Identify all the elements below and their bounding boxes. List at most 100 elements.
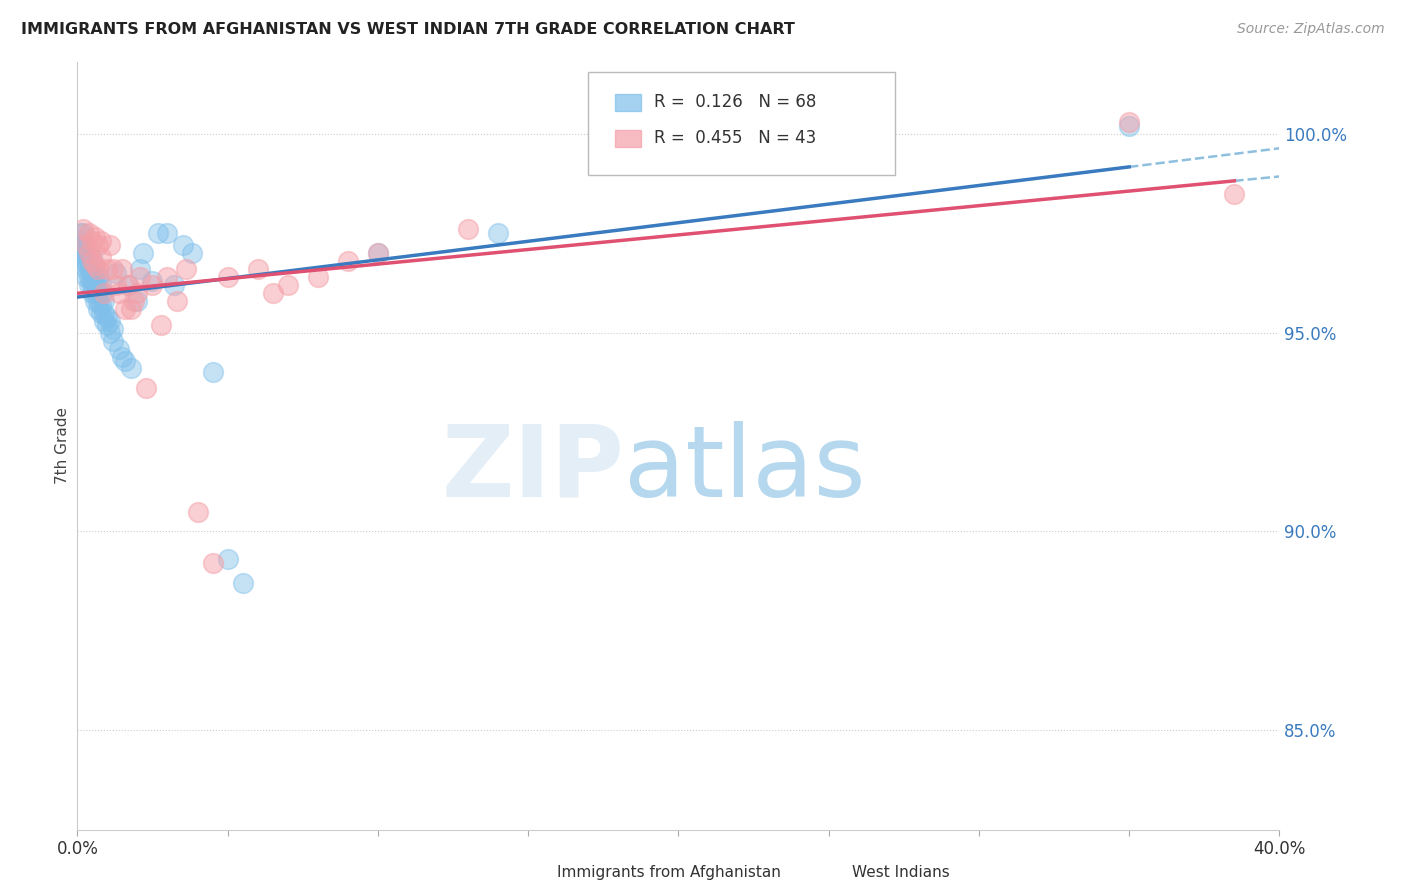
- Point: [72, 246, 94, 260]
- Point: [82, 250, 104, 264]
- Point: [652, 135, 675, 149]
- Point: [135, 381, 157, 395]
- Point: [114, 301, 136, 316]
- Point: [174, 262, 197, 277]
- Point: [141, 274, 163, 288]
- Text: R =  0.455   N = 43: R = 0.455 N = 43: [654, 129, 817, 147]
- Point: [120, 361, 142, 376]
- Point: [79, 246, 101, 260]
- Point: [117, 278, 139, 293]
- Text: Source: ZipAtlas.com: Source: ZipAtlas.com: [1237, 22, 1385, 37]
- Point: [72, 254, 94, 268]
- Point: [129, 270, 152, 285]
- Point: [156, 270, 179, 285]
- Point: [262, 285, 284, 300]
- Point: [100, 238, 122, 252]
- Point: [105, 266, 128, 280]
- Point: [141, 278, 163, 293]
- Point: [457, 222, 479, 236]
- Point: [103, 334, 125, 348]
- Point: [87, 270, 110, 285]
- Point: [201, 366, 224, 380]
- Point: [82, 235, 104, 249]
- Point: [217, 552, 239, 566]
- Text: Immigrants from Afghanistan: Immigrants from Afghanistan: [557, 865, 780, 880]
- Point: [172, 238, 194, 252]
- FancyBboxPatch shape: [815, 863, 846, 883]
- Point: [180, 246, 202, 260]
- Point: [82, 266, 104, 280]
- Point: [84, 293, 107, 308]
- Text: R =  0.126   N = 68: R = 0.126 N = 68: [654, 94, 817, 112]
- Point: [120, 301, 142, 316]
- Point: [166, 293, 188, 308]
- Point: [69, 227, 91, 241]
- Point: [69, 246, 91, 260]
- Point: [79, 227, 101, 241]
- Point: [90, 278, 112, 293]
- Point: [127, 285, 149, 300]
- Point: [75, 270, 97, 285]
- Point: [1118, 119, 1140, 133]
- Point: [87, 238, 110, 252]
- Point: [1118, 115, 1140, 129]
- Point: [84, 262, 107, 277]
- Point: [100, 314, 122, 328]
- Point: [90, 306, 112, 320]
- Point: [129, 262, 152, 277]
- Point: [75, 254, 97, 268]
- Point: [75, 238, 97, 252]
- Point: [186, 505, 209, 519]
- Point: [79, 278, 101, 293]
- Point: [82, 258, 104, 272]
- Point: [246, 262, 269, 277]
- Point: [93, 314, 115, 328]
- Point: [156, 227, 179, 241]
- Point: [82, 278, 104, 293]
- Point: [82, 285, 104, 300]
- Text: IMMIGRANTS FROM AFGHANISTAN VS WEST INDIAN 7TH GRADE CORRELATION CHART: IMMIGRANTS FROM AFGHANISTAN VS WEST INDI…: [21, 22, 794, 37]
- FancyBboxPatch shape: [588, 71, 894, 175]
- Point: [90, 298, 112, 312]
- Point: [148, 227, 170, 241]
- Point: [307, 270, 329, 285]
- Point: [127, 293, 149, 308]
- FancyBboxPatch shape: [614, 130, 641, 147]
- Point: [103, 322, 125, 336]
- Point: [87, 301, 110, 316]
- Point: [90, 235, 112, 249]
- Point: [93, 306, 115, 320]
- Point: [367, 246, 389, 260]
- Point: [150, 318, 173, 332]
- Point: [90, 250, 112, 264]
- Point: [93, 285, 115, 300]
- Point: [93, 293, 115, 308]
- Point: [108, 342, 131, 356]
- Point: [201, 556, 224, 570]
- Point: [90, 285, 112, 300]
- Point: [69, 235, 91, 249]
- Point: [96, 310, 118, 324]
- Point: [162, 278, 184, 293]
- Point: [84, 258, 107, 272]
- Point: [79, 254, 101, 268]
- Point: [217, 270, 239, 285]
- Point: [72, 227, 94, 241]
- FancyBboxPatch shape: [520, 863, 551, 883]
- Point: [84, 285, 107, 300]
- Point: [232, 576, 254, 591]
- Point: [75, 262, 97, 277]
- Text: West Indians: West Indians: [852, 865, 950, 880]
- Point: [111, 350, 134, 364]
- Point: [96, 262, 118, 277]
- Point: [132, 246, 155, 260]
- Point: [105, 278, 128, 293]
- Point: [79, 270, 101, 285]
- Point: [72, 222, 94, 236]
- Point: [277, 278, 299, 293]
- Text: ZIP: ZIP: [441, 420, 624, 517]
- Point: [75, 246, 97, 260]
- Point: [79, 262, 101, 277]
- Point: [87, 262, 110, 277]
- Point: [114, 353, 136, 368]
